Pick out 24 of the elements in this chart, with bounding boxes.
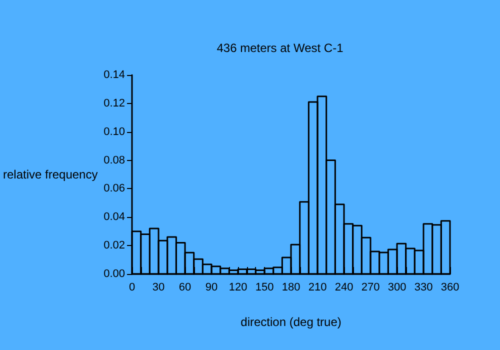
x-tick-label: 30 xyxy=(152,282,165,294)
x-axis-title: direction (deg true) xyxy=(240,315,342,329)
x-tick-label: 210 xyxy=(308,282,327,294)
x-tick-label: 270 xyxy=(361,282,380,294)
y-tick-label: 0.02 xyxy=(104,240,126,252)
y-tick-label: 0.04 xyxy=(104,211,126,224)
x-tick-label: 90 xyxy=(205,282,218,294)
chart-title: 436 meters at West C-1 xyxy=(216,41,344,55)
x-tick-label: 240 xyxy=(334,282,354,294)
y-tick-label: 0.10 xyxy=(104,126,126,138)
x-tick-label: 120 xyxy=(228,282,248,294)
x-tick-label: 180 xyxy=(282,282,300,294)
y-tick-label: 0.12 xyxy=(104,97,126,110)
x-tick-label: 0 xyxy=(128,282,136,294)
y-tick-label: 0.00 xyxy=(104,268,126,280)
y-tick-label: 0.14 xyxy=(104,69,126,81)
x-tick-label: 150 xyxy=(255,282,274,294)
y-axis-title: relative frequency xyxy=(3,168,98,182)
x-tick-label: 330 xyxy=(414,282,433,294)
y-tick-label: 0.08 xyxy=(104,154,126,166)
x-tick-label: 60 xyxy=(178,282,192,294)
x-tick-label: 300 xyxy=(388,282,406,294)
y-tick-label: 0.06 xyxy=(104,182,126,195)
x-tick-label: 360 xyxy=(440,282,460,294)
